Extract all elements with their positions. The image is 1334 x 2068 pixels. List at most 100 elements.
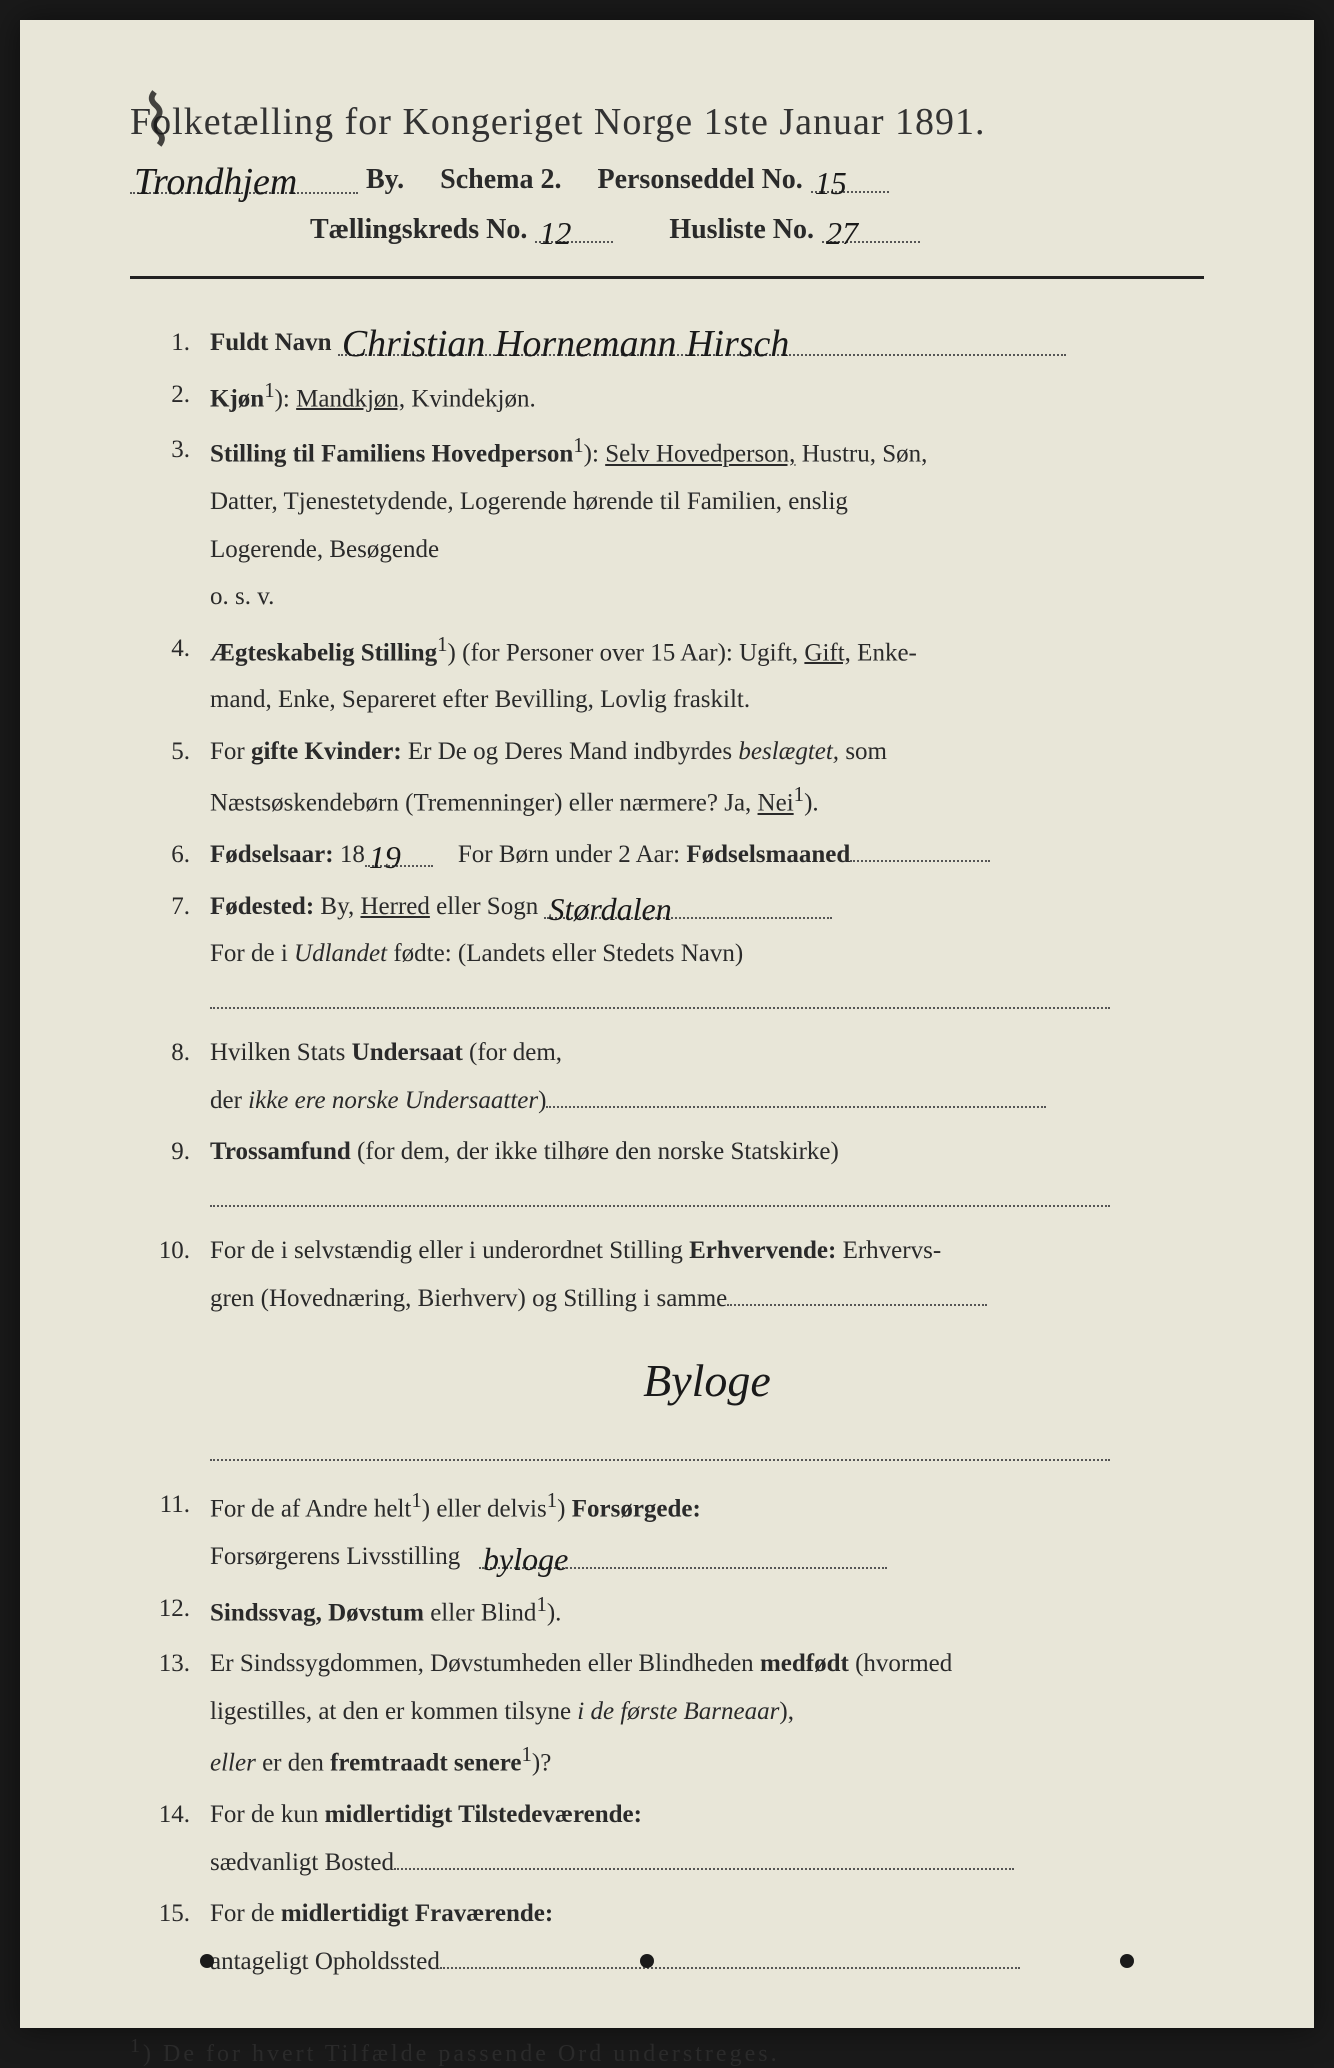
q13-1b: medfødt	[760, 1650, 849, 1677]
q3-line4: o. s. v.	[210, 583, 274, 610]
footnote-sup: 1	[130, 2035, 143, 2057]
q2-underlined: Mandkjøn,	[296, 385, 405, 412]
q14-blank	[394, 1868, 1014, 1870]
question-9: 9. Trossamfund (for dem, der ikke tilhør…	[130, 1128, 1204, 1223]
census-form-page: ⌇ Folketælling for Kongeriget Norge 1ste…	[20, 20, 1314, 2028]
q4-sup: 1	[437, 632, 447, 656]
q5-2b: Nei	[758, 790, 794, 817]
q8-1b: Undersaat	[352, 1039, 463, 1066]
q8-1a: Hvilken Stats	[210, 1039, 352, 1066]
q3-line1b: Hustru, Søn,	[795, 441, 927, 468]
footnote: 1) De for hvert Tilfælde passende Ord un…	[130, 2035, 1204, 2068]
kreds-no: 12	[535, 225, 613, 243]
q11-1b: ) eller delvis	[422, 1496, 547, 1523]
q15-2: antageligt Opholdssted	[210, 1948, 440, 1975]
q8-1c: (for dem,	[463, 1039, 562, 1066]
q2-num: 2.	[130, 371, 210, 423]
q3-sup: 1	[573, 433, 583, 457]
q1-label: Fuldt Navn	[210, 329, 332, 356]
q7-u: Herred	[360, 893, 429, 920]
q9-blank	[210, 1205, 1110, 1207]
question-5: 5. For gifte Kvinder: Er De og Deres Man…	[130, 728, 1204, 827]
q13-1a: Er Sindssygdommen, Døvstumheden eller Bl…	[210, 1650, 760, 1677]
q5-1e: som	[839, 738, 887, 765]
city-handwritten: Trondhjem	[130, 173, 358, 194]
q10-1a: For de i selvstændig eller i underordnet…	[210, 1237, 689, 1264]
q3-line3: Logerende, Besøgende	[210, 536, 439, 563]
q13-3c: fremtraadt senere	[330, 1750, 521, 1777]
q7-a: By,	[314, 893, 360, 920]
q5-num: 5.	[130, 728, 210, 827]
q13-sup: 1	[521, 1742, 531, 1766]
question-2: 2. Kjøn1): Mandkjøn, Kvindekjøn.	[130, 371, 1204, 423]
q8-blank	[546, 1106, 1046, 1108]
q15-1a: For de	[210, 1900, 281, 1927]
q11-1c: )	[557, 1496, 572, 1523]
kreds-label: Tællingskreds No.	[310, 214, 527, 246]
hole-mark	[200, 1954, 214, 1968]
q8-num: 8.	[130, 1029, 210, 1124]
q6-blank	[850, 860, 990, 862]
q1-value: Christian Hornemann Hirsch	[338, 335, 1066, 356]
q11-s2: 1	[547, 1488, 557, 1512]
q4-rest: Enke-	[851, 639, 917, 666]
personseddel-label: Personseddel No.	[597, 164, 802, 196]
q4-line2: mand, Enke, Separeret efter Bevilling, L…	[210, 686, 750, 713]
q13-3d: )?	[532, 1750, 551, 1777]
q1-num: 1.	[130, 319, 210, 367]
q5-1b: gifte Kvinder:	[251, 738, 402, 765]
q7-2i: Udlandet	[294, 940, 387, 967]
q13-3a: eller	[210, 1750, 256, 1777]
q13-3b: er den	[256, 1750, 330, 1777]
husliste-no: 27	[822, 225, 920, 243]
question-12: 12. Sindssvag, Døvstum eller Blind1).	[130, 1585, 1204, 1637]
q6-num: 6.	[130, 831, 210, 879]
q3-label: Stilling til Familiens Hovedperson	[210, 441, 573, 468]
q5-1a: For	[210, 738, 251, 765]
question-13: 13. Er Sindssygdommen, Døvstumheden elle…	[130, 1640, 1204, 1787]
question-10: 10. For de i selvstændig eller i underor…	[130, 1227, 1204, 1477]
q14-num: 14.	[130, 1791, 210, 1886]
q12-num: 12.	[130, 1585, 210, 1637]
schema-label: Schema 2.	[440, 164, 561, 196]
q5-1c: Er De og Deres Mand indbyrdes	[402, 738, 739, 765]
q3-line1a: Selv Hovedperson,	[605, 441, 795, 468]
husliste-label: Husliste No.	[669, 214, 814, 246]
q12-end: ).	[547, 1599, 562, 1626]
q11-1d: Forsørgede:	[572, 1496, 701, 1523]
q11-value: byloge	[479, 1551, 887, 1569]
q13-1c: (hvormed	[849, 1650, 952, 1677]
q12-sup: 1	[536, 1592, 546, 1616]
q13-2i: i de første Barneaar	[577, 1698, 779, 1725]
q8-2a: der	[210, 1087, 248, 1114]
q13-2b: ),	[779, 1698, 794, 1725]
question-15: 15. For de midlertidigt Fraværende: anta…	[130, 1890, 1204, 1985]
q10-value: Byloge	[643, 1355, 771, 1406]
q2-rest: Kvindekjøn.	[411, 385, 535, 412]
footnote-text: ) De for hvert Tilfælde passende Ord und…	[143, 2041, 780, 2067]
divider	[130, 276, 1204, 279]
q5-1d: beslægtet,	[738, 738, 839, 765]
question-4: 4. Ægteskabelig Stilling1) (for Personer…	[130, 625, 1204, 724]
q13-num: 13.	[130, 1640, 210, 1787]
q4-paren: ) (for Personer over 15 Aar): Ugift,	[448, 639, 805, 666]
question-14: 14. For de kun midlertidigt Tilstedevære…	[130, 1791, 1204, 1886]
q7-num: 7.	[130, 883, 210, 1026]
by-label: By.	[366, 164, 404, 196]
q9-rest: (for dem, der ikke tilhøre den norske St…	[351, 1138, 839, 1165]
q12-label: Sindssvag, Døvstum	[210, 1599, 430, 1626]
q9-label: Trossamfund	[210, 1138, 351, 1165]
q2-sup: 1	[264, 378, 274, 402]
q11-1a: For de af Andre helt	[210, 1496, 411, 1523]
q11-num: 11.	[130, 1481, 210, 1580]
q10-1b: Erhvervende:	[689, 1237, 836, 1264]
header-line-2: Tællingskreds No. 12 Husliste No. 27	[130, 214, 1204, 246]
q12-rest: eller Blind	[430, 1599, 536, 1626]
q5-2c: ).	[804, 790, 819, 817]
q11-2: Forsørgerens Livsstilling	[210, 1543, 460, 1570]
q13-2a: ligestilles, at den er kommen tilsyne	[210, 1698, 577, 1725]
q15-blank	[440, 1967, 1020, 1969]
flourish-mark: ⌇	[136, 79, 177, 165]
q7-b: eller Sogn	[430, 893, 538, 920]
q10-blank2	[210, 1459, 1110, 1461]
